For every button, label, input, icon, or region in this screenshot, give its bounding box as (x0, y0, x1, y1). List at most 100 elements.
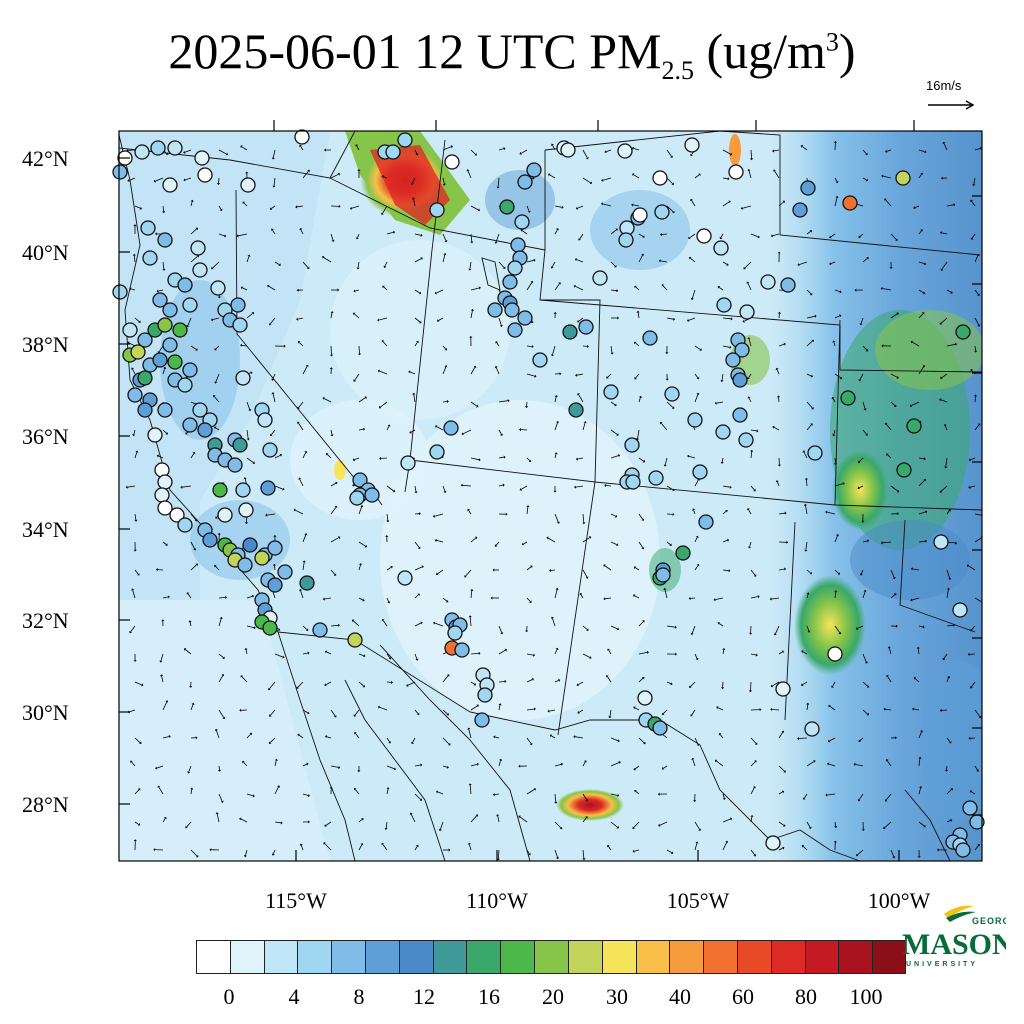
colorbar-swatch (804, 940, 839, 974)
wind-arrow-head (329, 354, 334, 357)
wind-arrow-head (617, 739, 620, 743)
wind-arrow (946, 569, 950, 579)
wind-arrow-head (217, 532, 221, 535)
wind-arrow (941, 261, 948, 270)
wind-arrow (834, 197, 838, 207)
wind-arrow (240, 818, 248, 823)
wind-arrow-head (827, 739, 831, 743)
wind-arrow-head (948, 741, 952, 744)
wind-arrow (330, 624, 339, 627)
wind-arrow-head (297, 733, 300, 737)
wind-arrow-head (574, 485, 576, 489)
wind-arrow-head (716, 706, 719, 710)
monitor-site (197, 422, 213, 438)
wind-arrow-head (417, 546, 421, 549)
wind-arrow-head (529, 742, 533, 746)
colorbar-label: 0 (223, 984, 235, 1009)
wind-arrow-head (689, 685, 692, 688)
wind-arrow-head (496, 814, 500, 817)
wind-arrow-head (970, 686, 973, 689)
wind-arrow (414, 233, 421, 236)
wind-arrow (187, 593, 192, 599)
wind-arrow (218, 793, 223, 802)
wind-arrow-head (641, 546, 645, 550)
wind-arrow-head (324, 650, 328, 654)
wind-arrow-head (696, 564, 700, 567)
wind-arrow-head (858, 235, 861, 238)
wind-arrow-head (419, 320, 422, 324)
wind-arrow-head (642, 620, 645, 623)
wind-arrow-head (446, 674, 450, 677)
wind-arrow-head (642, 677, 645, 680)
wind-arrow (272, 393, 276, 403)
wind-arrow-head (973, 394, 978, 397)
wind-arrow (604, 565, 612, 571)
wind-arrow-head (920, 730, 923, 733)
lon-label: 110°W (466, 888, 528, 913)
wind-arrow-head (250, 371, 253, 375)
wind-arrow-head (186, 324, 190, 328)
wind-arrow-head (525, 630, 529, 633)
wind-arrow-head (977, 293, 980, 296)
wind-arrow (351, 205, 360, 209)
wind-arrow (215, 427, 220, 431)
wind-arrow (778, 512, 785, 515)
border-kansas-oklahoma (834, 319, 841, 506)
wind-arrow-head (195, 563, 198, 566)
wind-arrow (832, 398, 836, 403)
wind-arrow-head (614, 514, 618, 518)
wind-arrow-head (643, 741, 646, 745)
wind-arrow-head (921, 312, 925, 315)
colorbar-swatch (500, 940, 535, 974)
wind-arrow (694, 537, 698, 543)
wind-arrow-head (299, 588, 303, 592)
monitor-site (499, 199, 515, 215)
wind-arrow (690, 681, 696, 687)
wind-arrow-head (943, 424, 947, 427)
wind-arrow-head (299, 144, 302, 148)
coastline-texas (904, 789, 951, 861)
wind-arrow (547, 537, 556, 543)
wind-arrow-head (698, 828, 701, 831)
wind-arrow (302, 625, 308, 630)
wind-arrow-head (282, 655, 285, 659)
wind-arrow-head (747, 337, 751, 340)
wind-arrow-head (632, 826, 635, 829)
monitor-site (232, 437, 248, 453)
wind-arrow (300, 845, 304, 851)
monitor-site (235, 482, 251, 498)
wind-arrow (554, 396, 557, 403)
lat-label: 30°N (22, 700, 69, 725)
wind-arrow-head (271, 378, 275, 381)
wind-arrow (828, 763, 836, 767)
monitor-site (443, 420, 459, 436)
wind-arrow-head (922, 625, 925, 629)
wind-arrow (946, 343, 956, 347)
wind-arrow (354, 457, 360, 460)
wind-arrow (662, 285, 668, 291)
wind-arrow-head (947, 675, 951, 679)
wind-arrow-head (183, 150, 186, 154)
wind-arrow (862, 429, 867, 435)
wind-arrow-head (361, 818, 364, 821)
wind-arrow (554, 849, 558, 858)
wind-arrow-head (939, 398, 942, 402)
wind-arrow-head (786, 540, 789, 544)
wind-arrow-head (245, 171, 249, 174)
wind-arrow (302, 793, 309, 796)
title-prefix: 2025-06-01 12 UTC PM (168, 23, 662, 79)
wind-arrow (190, 345, 197, 350)
wind-arrow-head (660, 232, 662, 237)
wind-arrow (806, 401, 813, 409)
wind-arrow (246, 625, 255, 628)
wind-arrow-head (912, 707, 915, 711)
wind-arrow (946, 289, 952, 293)
wind-arrow-head (729, 485, 732, 489)
wind-arrow-head (773, 169, 776, 172)
wind-arrow-head (386, 787, 390, 790)
wind-arrow (918, 625, 924, 628)
wind-arrow (662, 709, 668, 714)
wind-arrow (940, 317, 948, 324)
wind-arrow (918, 230, 922, 235)
wind-arrow (190, 453, 195, 459)
